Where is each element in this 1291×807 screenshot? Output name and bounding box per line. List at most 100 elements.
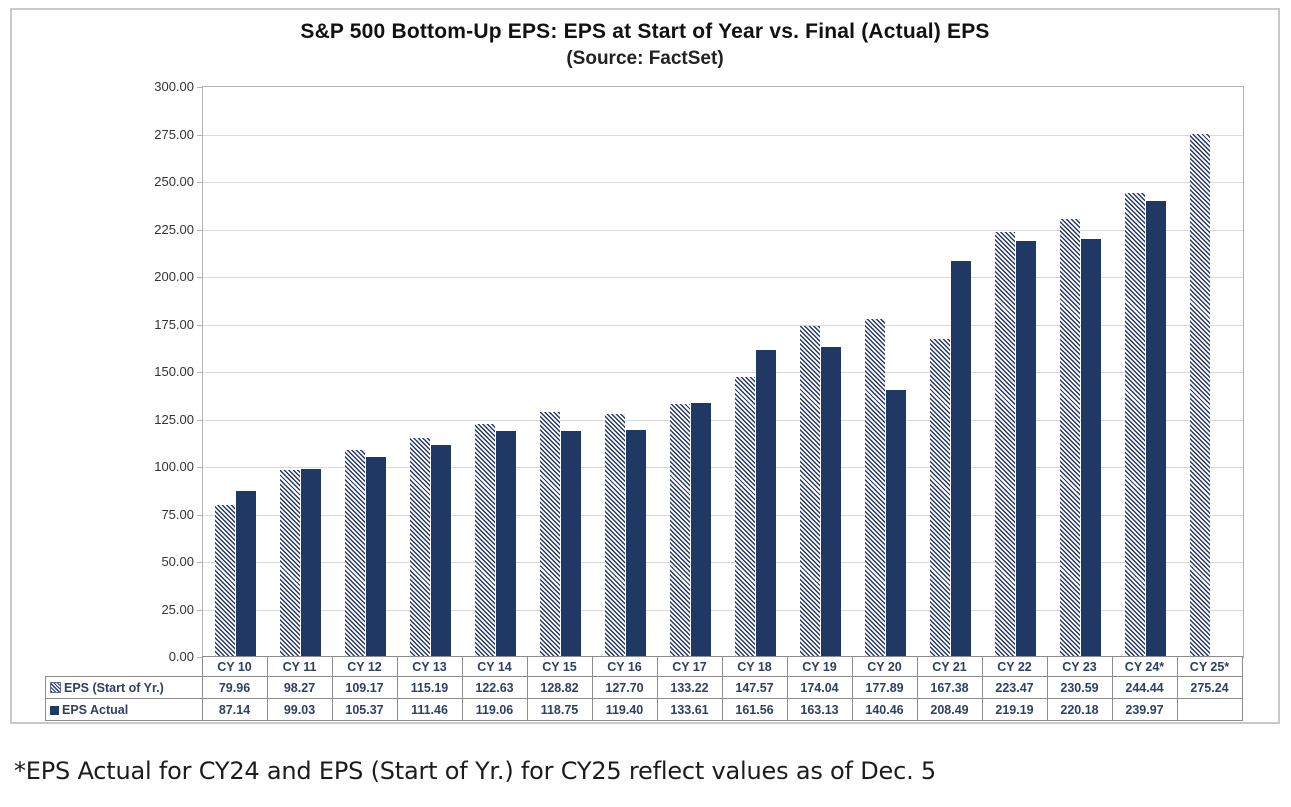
bar-eps-start-of-year bbox=[1190, 134, 1210, 657]
legend-hatched-swatch-icon bbox=[50, 681, 61, 693]
y-axis-tick bbox=[197, 324, 203, 326]
gridline bbox=[203, 324, 1243, 326]
table-category-header: CY 12 bbox=[331, 656, 398, 677]
table-value-cell: 98.27 bbox=[266, 676, 333, 699]
table-value-cell: 109.17 bbox=[331, 676, 398, 699]
gridline bbox=[203, 277, 1243, 278]
y-axis-tick bbox=[197, 182, 203, 183]
bar-eps-actual bbox=[301, 468, 321, 657]
chart-subtitle: (Source: FactSet) bbox=[566, 48, 724, 69]
table-category-header: CY 25* bbox=[1176, 656, 1243, 677]
legend-solid-swatch-icon bbox=[50, 705, 59, 715]
table-category-header: CY 15 bbox=[526, 656, 593, 677]
y-axis-label: 150.00 bbox=[154, 364, 194, 379]
y-axis-label: 175.00 bbox=[154, 316, 194, 332]
bar-eps-start-of-year bbox=[215, 505, 235, 657]
bar-eps-actual bbox=[561, 431, 581, 657]
y-axis-label: 50.00 bbox=[161, 554, 194, 569]
bar-eps-actual bbox=[1146, 201, 1166, 657]
gridline bbox=[203, 229, 1243, 231]
footnote: *EPS Actual for CY24 and EPS (Start of Y… bbox=[14, 757, 936, 785]
bar-eps-actual bbox=[1016, 240, 1036, 657]
gridline bbox=[203, 609, 1243, 611]
chart-title: S&P 500 Bottom-Up EPS: EPS at Start of Y… bbox=[300, 20, 990, 43]
table-value-cell: 177.89 bbox=[851, 676, 918, 699]
series-label: EPS Actual bbox=[62, 702, 129, 717]
y-axis-tick bbox=[197, 372, 203, 373]
table-value-cell: 239.97 bbox=[1111, 698, 1178, 721]
table-category-header: CY 24* bbox=[1111, 656, 1178, 677]
bar-eps-start-of-year bbox=[930, 338, 950, 657]
table-value-cell: 119.06 bbox=[461, 698, 528, 721]
table-corner-cell bbox=[46, 657, 203, 677]
table-category-header: CY 22 bbox=[981, 656, 1048, 677]
table-value-cell: 99.03 bbox=[266, 698, 333, 721]
bar-eps-actual bbox=[886, 390, 906, 657]
bar-eps-actual bbox=[626, 430, 646, 657]
table-value-cell: 244.44 bbox=[1111, 676, 1178, 699]
bar-eps-start-of-year bbox=[1060, 218, 1080, 657]
y-axis-tick bbox=[197, 657, 203, 658]
bar-eps-actual bbox=[431, 445, 451, 657]
chart-figure: S&P 500 Bottom-Up EPS: EPS at Start of Y… bbox=[10, 8, 1280, 724]
bar-eps-actual bbox=[1081, 238, 1101, 657]
y-axis-tick bbox=[197, 609, 203, 611]
gridline bbox=[203, 419, 1243, 421]
table-row: EPS Actual 87.14 99.03 105.37 111.46 119.06 11… bbox=[45, 698, 1243, 721]
table-value-cell: 133.22 bbox=[656, 676, 723, 699]
y-axis-label: 300.00 bbox=[154, 79, 194, 94]
gridline bbox=[203, 182, 1243, 183]
table-value-cell: 105.37 bbox=[331, 698, 398, 721]
table-row-header: EPS (Start of Yr.) bbox=[45, 676, 203, 699]
y-axis-tick bbox=[197, 467, 203, 468]
y-axis-tick bbox=[197, 562, 203, 563]
y-axis-tick bbox=[197, 134, 203, 136]
table-category-header: CY 23 bbox=[1046, 656, 1113, 677]
bar-eps-start-of-year bbox=[475, 424, 495, 657]
y-axis-label: 0.00 bbox=[168, 649, 194, 664]
bar-eps-start-of-year bbox=[410, 438, 430, 657]
table-value-cell: 140.46 bbox=[851, 698, 918, 721]
table-value-cell: 115.19 bbox=[396, 676, 463, 699]
bar-eps-start-of-year bbox=[540, 412, 560, 657]
table-value-cell: 147.57 bbox=[721, 676, 788, 699]
table-row: EPS (Start of Yr.) 79.96 98.27 109.17 115.19… bbox=[45, 676, 1243, 699]
y-axis-label: 125.00 bbox=[154, 411, 194, 427]
bar-eps-actual bbox=[951, 260, 971, 657]
y-axis-label: 75.00 bbox=[161, 506, 194, 522]
bar-eps-start-of-year bbox=[800, 326, 820, 657]
bar-eps-start-of-year bbox=[280, 470, 300, 657]
gridline bbox=[203, 514, 1243, 516]
gridline bbox=[203, 372, 1243, 373]
y-axis-label: 225.00 bbox=[154, 221, 194, 237]
table-row-header: EPS Actual bbox=[45, 698, 203, 721]
bar-eps-actual bbox=[691, 403, 711, 657]
bar-eps-start-of-year bbox=[605, 414, 625, 657]
table-value-cell: 119.40 bbox=[591, 698, 658, 721]
bar-eps-start-of-year bbox=[735, 376, 755, 657]
table-value-cell: 223.47 bbox=[981, 676, 1048, 699]
bar-eps-actual bbox=[496, 430, 516, 657]
table-category-header: CY 14 bbox=[461, 656, 528, 677]
table-value-cell: 163.13 bbox=[786, 698, 853, 721]
table-category-header: CY 11 bbox=[266, 656, 333, 677]
y-axis-tick bbox=[197, 514, 203, 516]
table-value-cell: 161.56 bbox=[721, 698, 788, 721]
y-axis-tick bbox=[197, 229, 203, 231]
table-value-cell: 208.49 bbox=[916, 698, 983, 721]
y-axis-tick bbox=[197, 87, 203, 88]
table-value-cell: 118.75 bbox=[526, 698, 593, 721]
table-value-cell: 87.14 bbox=[201, 698, 268, 721]
bar-eps-start-of-year bbox=[865, 319, 885, 657]
bar-eps-start-of-year bbox=[345, 449, 365, 657]
table-category-header: CY 21 bbox=[916, 656, 983, 677]
table-value-cell: 220.18 bbox=[1046, 698, 1113, 721]
bar-eps-start-of-year bbox=[995, 232, 1015, 657]
table-value-cell: 219.19 bbox=[981, 698, 1048, 721]
table-category-header: CY 18 bbox=[721, 656, 788, 677]
plot-area bbox=[197, 86, 1244, 658]
table-category-header: CY 16 bbox=[591, 656, 658, 677]
table-category-header: CY 10 bbox=[201, 656, 268, 677]
table-value-cell: 79.96 bbox=[201, 676, 268, 699]
